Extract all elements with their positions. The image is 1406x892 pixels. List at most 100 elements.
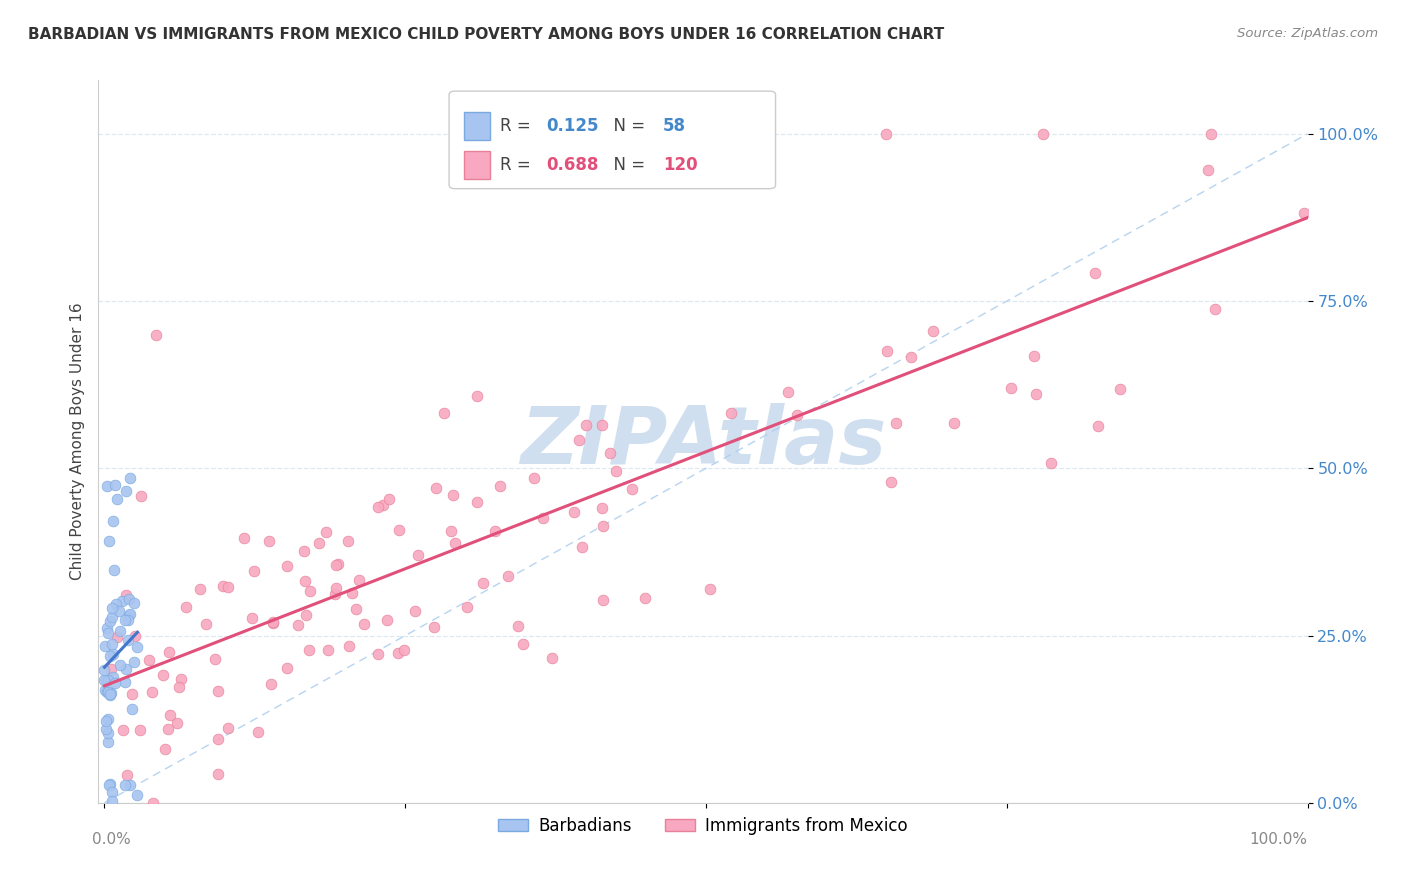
Point [118,591,141,606]
Point [207,683,229,698]
Point [325,558,347,573]
Point [262,615,284,630]
Point [292,544,315,558]
Point [96,722,118,736]
Point [125,788,148,802]
Point [425,482,447,496]
Text: R =: R = [501,117,536,135]
Point [93,663,115,677]
Point [1109,382,1132,396]
Point [276,558,298,573]
Point [1204,301,1226,316]
Text: 0.0%: 0.0% [93,831,131,847]
Point [240,610,263,624]
Point [599,445,621,459]
Point [720,406,742,420]
Point [120,778,142,792]
Point [353,617,375,632]
Text: 0.125: 0.125 [546,117,599,135]
Point [922,324,945,338]
Point [489,478,512,492]
Point [101,600,124,615]
Point [404,604,426,618]
Point [422,619,444,633]
Point [299,584,322,599]
Point [1025,387,1047,401]
Point [294,574,316,589]
Point [97,726,120,740]
Point [233,531,256,545]
Point [207,767,229,781]
Point [323,586,346,600]
Point [207,731,229,746]
Text: 120: 120 [664,156,697,174]
Point [337,533,360,548]
Point [94,639,117,653]
Point [634,591,657,605]
Point [879,475,901,489]
Point [97,626,120,640]
Point [118,607,141,621]
Point [373,499,395,513]
Point [1039,456,1062,470]
Point [378,492,401,507]
Point [699,582,721,596]
Point [512,637,534,651]
Text: Source: ZipAtlas.com: Source: ZipAtlas.com [1237,27,1378,40]
Point [605,464,627,478]
Point [122,596,145,610]
Point [562,505,585,519]
Text: BARBADIAN VS IMMIGRANTS FROM MEXICO CHILD POVERTY AMONG BOYS UNDER 16 CORRELATIO: BARBADIAN VS IMMIGRANTS FROM MEXICO CHIL… [28,27,945,42]
Point [443,536,465,550]
Point [392,643,415,657]
Text: N =: N = [603,117,650,135]
Point [167,681,190,695]
Point [94,714,117,729]
Point [465,389,488,403]
Point [122,655,145,669]
Point [342,586,364,600]
Point [308,536,330,550]
Point [1000,381,1022,395]
Point [387,646,409,660]
Point [108,657,131,672]
Point [114,483,136,498]
Point [591,417,613,432]
Point [346,601,368,615]
Point [367,647,389,661]
Point [349,573,371,587]
Point [1201,127,1223,141]
Point [108,624,131,638]
Point [294,608,316,623]
Point [1032,127,1054,141]
Point [153,742,176,756]
Point [276,660,298,674]
Point [375,613,398,627]
Point [101,794,124,808]
Point [124,629,146,643]
Point [257,534,280,549]
Point [104,478,127,492]
Point [157,645,180,659]
Point [156,722,179,736]
Point [259,677,281,691]
Point [108,604,131,618]
Point [506,619,529,633]
Point [101,670,124,684]
Point [778,385,800,400]
Point [115,662,138,676]
Point [540,651,562,665]
Point [388,524,411,538]
Point [315,525,337,540]
Text: N =: N = [603,156,650,174]
Legend: Barbadians, Immigrants from Mexico: Barbadians, Immigrants from Mexico [492,810,914,841]
FancyBboxPatch shape [464,151,491,178]
Point [875,127,897,141]
Point [97,778,120,792]
Text: ZIPAtlas: ZIPAtlas [520,402,886,481]
Point [93,673,115,687]
Point [111,593,134,607]
Point [101,514,124,528]
Point [337,639,360,653]
Point [884,416,907,430]
